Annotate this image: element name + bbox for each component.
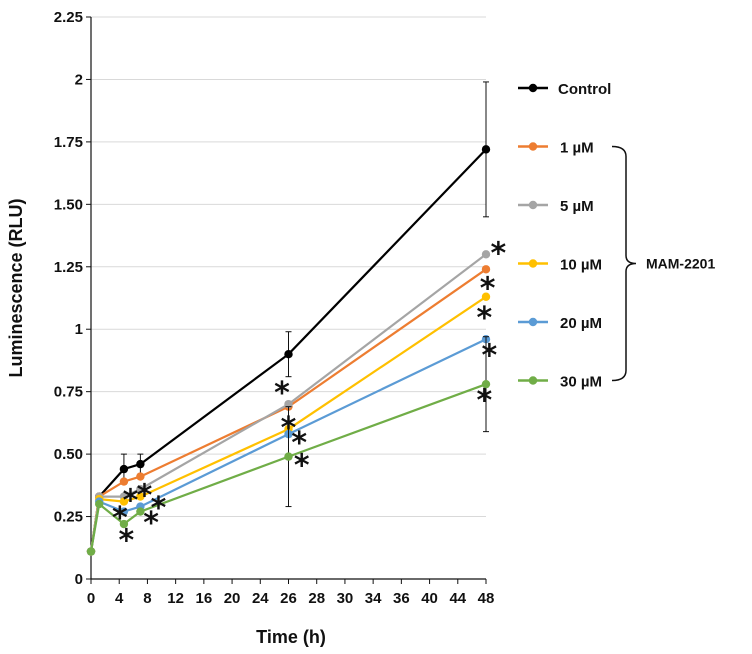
x-tick-label-7: 26	[280, 590, 297, 607]
data-point-5-5	[481, 379, 491, 389]
asterisk-3: *	[137, 479, 153, 514]
asterisk-12: *	[477, 301, 493, 336]
y-tick-label-7: 1.75	[54, 134, 83, 151]
x-tick-label-6: 24	[252, 590, 269, 607]
x-tick-label-14: 48	[478, 590, 495, 607]
data-point-1-2	[119, 477, 129, 486]
y-tick-label-1: 0.25	[54, 509, 83, 526]
data-point-3-3	[136, 492, 145, 501]
y-tick-label-6: 1.50	[54, 196, 83, 213]
grid-lines	[91, 16, 486, 518]
data-point-5-0	[86, 547, 96, 556]
legend-swatch-dot-4	[528, 317, 538, 327]
data-point-0-4	[284, 350, 293, 359]
y-tick-label-2: 0.50	[54, 446, 83, 463]
y-tick-label-9: 2.25	[54, 9, 83, 26]
y-axis-ticks: 0 0.25 0.50 0.75 1 1.25 1.50 1.75 2 2.25	[54, 9, 91, 588]
asterisk-8: *	[291, 426, 307, 461]
data-point-5-2	[119, 519, 129, 529]
asterisk-4: *	[143, 506, 159, 541]
asterisk-1: *	[119, 524, 135, 559]
asterisk-13: *	[481, 339, 497, 374]
legend-swatch-dot-3	[528, 259, 538, 268]
x-tick-label-2: 8	[143, 590, 151, 607]
x-tick-label-1: 4	[115, 590, 124, 607]
legend-label-3: 10 µM	[560, 257, 602, 274]
legend-swatch-dot-5	[528, 376, 538, 385]
x-tick-label-11: 36	[393, 590, 410, 607]
asterisk-10: *	[490, 236, 506, 271]
data-point-5-3	[136, 507, 145, 516]
data-point-2-5	[481, 250, 491, 259]
data-point-0-2	[119, 464, 129, 474]
legend-label-4: 20 µM	[560, 315, 602, 332]
series-line-5	[89, 383, 487, 552]
x-tick-label-9: 30	[337, 590, 354, 607]
legend-swatch-dot-1	[528, 142, 538, 151]
data-point-0-3	[136, 459, 145, 469]
legend: Control 1 µM 5 µM 10 µM 20 µM 30 µM MAM-2201	[518, 81, 715, 391]
legend-label-5: 30 µM	[560, 374, 602, 391]
y-tick-label-0: 0	[75, 571, 83, 588]
significance-annotations: ***************	[112, 236, 507, 558]
legend-label-2: 5 µM	[560, 198, 594, 215]
legend-swatch-dot-0	[528, 83, 538, 93]
x-axis-title: Time (h)	[256, 627, 326, 647]
data-point-3-5	[481, 292, 491, 301]
dose-bracket	[611, 145, 637, 382]
x-axis-ticks: 0 4 8 12 16 20 24 26 28 30 34 36 40 44 48	[87, 579, 495, 607]
legend-label-1: 1 µM	[560, 140, 594, 157]
x-tick-label-8: 28	[308, 590, 325, 607]
asterisk-2: *	[123, 484, 139, 519]
data-point-2-3	[136, 484, 145, 494]
data-point-1-3	[136, 472, 145, 481]
asterisk-9: *	[294, 449, 310, 484]
y-tick-label-3: 0.75	[54, 384, 83, 401]
asterisk-0: *	[112, 501, 128, 536]
asterisk-7: *	[281, 411, 297, 446]
data-point-4-2	[119, 507, 129, 516]
x-tick-label-4: 16	[196, 590, 213, 607]
bracket-label: MAM-2201	[646, 256, 715, 272]
series-lines	[86, 81, 491, 556]
asterisk-5: *	[151, 491, 167, 526]
x-tick-label-12: 40	[421, 590, 438, 607]
x-tick-label-3: 12	[167, 590, 184, 607]
x-tick-label-0: 0	[87, 590, 95, 607]
data-point-1-5	[481, 265, 491, 274]
x-tick-label-13: 44	[449, 590, 466, 607]
asterisk-14: *	[477, 384, 493, 419]
data-point-0-5	[481, 145, 491, 154]
y-tick-label-8: 2	[75, 71, 83, 88]
legend-swatch-dot-2	[528, 200, 538, 210]
x-tick-label-10: 34	[365, 590, 382, 607]
legend-label-0: Control	[558, 81, 611, 98]
x-tick-label-5: 20	[224, 590, 241, 607]
y-tick-label-5: 1.25	[54, 259, 83, 276]
data-point-3-2	[119, 497, 129, 506]
data-point-5-1	[95, 499, 104, 509]
y-axis-title: Luminescence (RLU)	[6, 198, 26, 377]
asterisk-6: *	[274, 376, 290, 411]
data-point-5-4	[284, 452, 293, 461]
y-tick-label-4: 1	[75, 321, 83, 338]
asterisk-11: *	[480, 271, 496, 306]
series-5	[86, 336, 491, 556]
